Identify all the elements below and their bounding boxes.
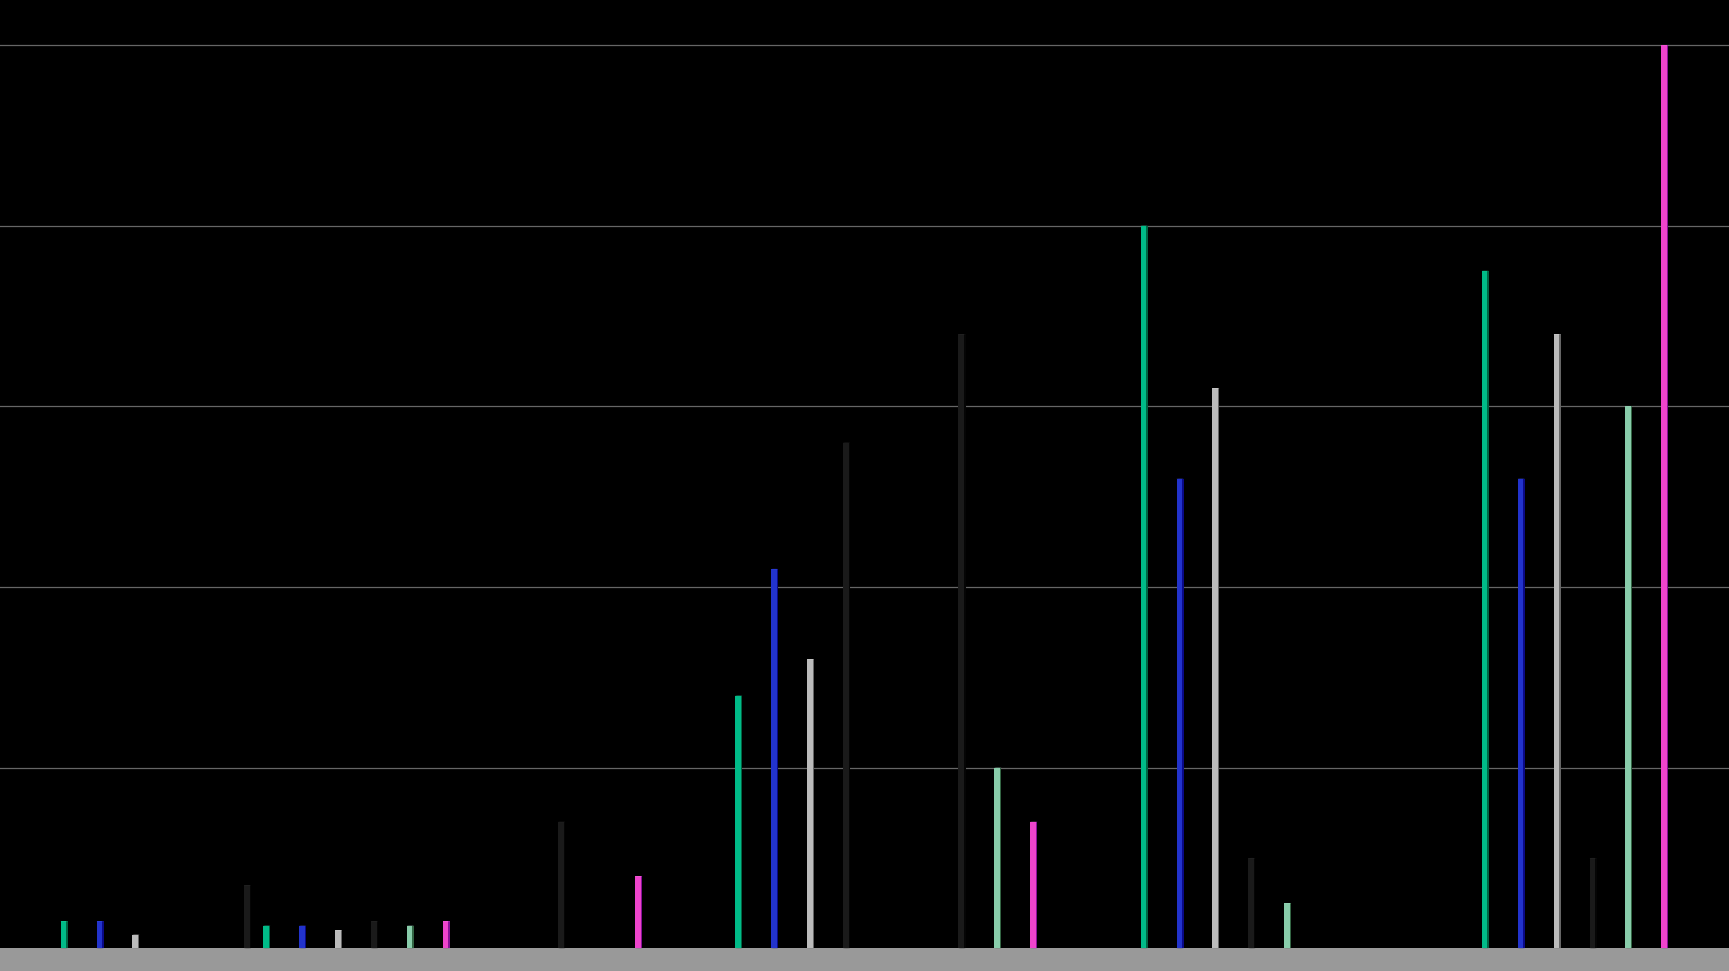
Bar (958, 334, 965, 949)
Bar (1176, 479, 1184, 949)
Bar (335, 930, 342, 949)
Bar (994, 768, 1001, 949)
Bar (844, 443, 851, 949)
Bar (1482, 271, 1489, 949)
Bar (807, 659, 814, 949)
Bar (443, 921, 450, 949)
Bar (1662, 46, 1668, 949)
Bar (1030, 822, 1037, 949)
Bar (406, 925, 413, 949)
Bar (61, 921, 67, 949)
Bar (1285, 903, 1292, 949)
Bar (735, 695, 742, 949)
Bar (1518, 479, 1525, 949)
Bar (1554, 334, 1561, 949)
Bar (372, 921, 379, 949)
Bar (558, 822, 565, 949)
Bar (1212, 388, 1219, 949)
Bar (1589, 858, 1596, 949)
Bar (1248, 858, 1255, 949)
Bar (97, 921, 104, 949)
Bar (1141, 226, 1148, 949)
Bar (635, 876, 641, 949)
Bar (299, 925, 306, 949)
Bar (0, 949, 1729, 971)
Bar (263, 925, 270, 949)
Bar (1625, 407, 1632, 949)
Bar (771, 569, 778, 949)
Bar (133, 935, 140, 949)
Bar (244, 886, 251, 949)
